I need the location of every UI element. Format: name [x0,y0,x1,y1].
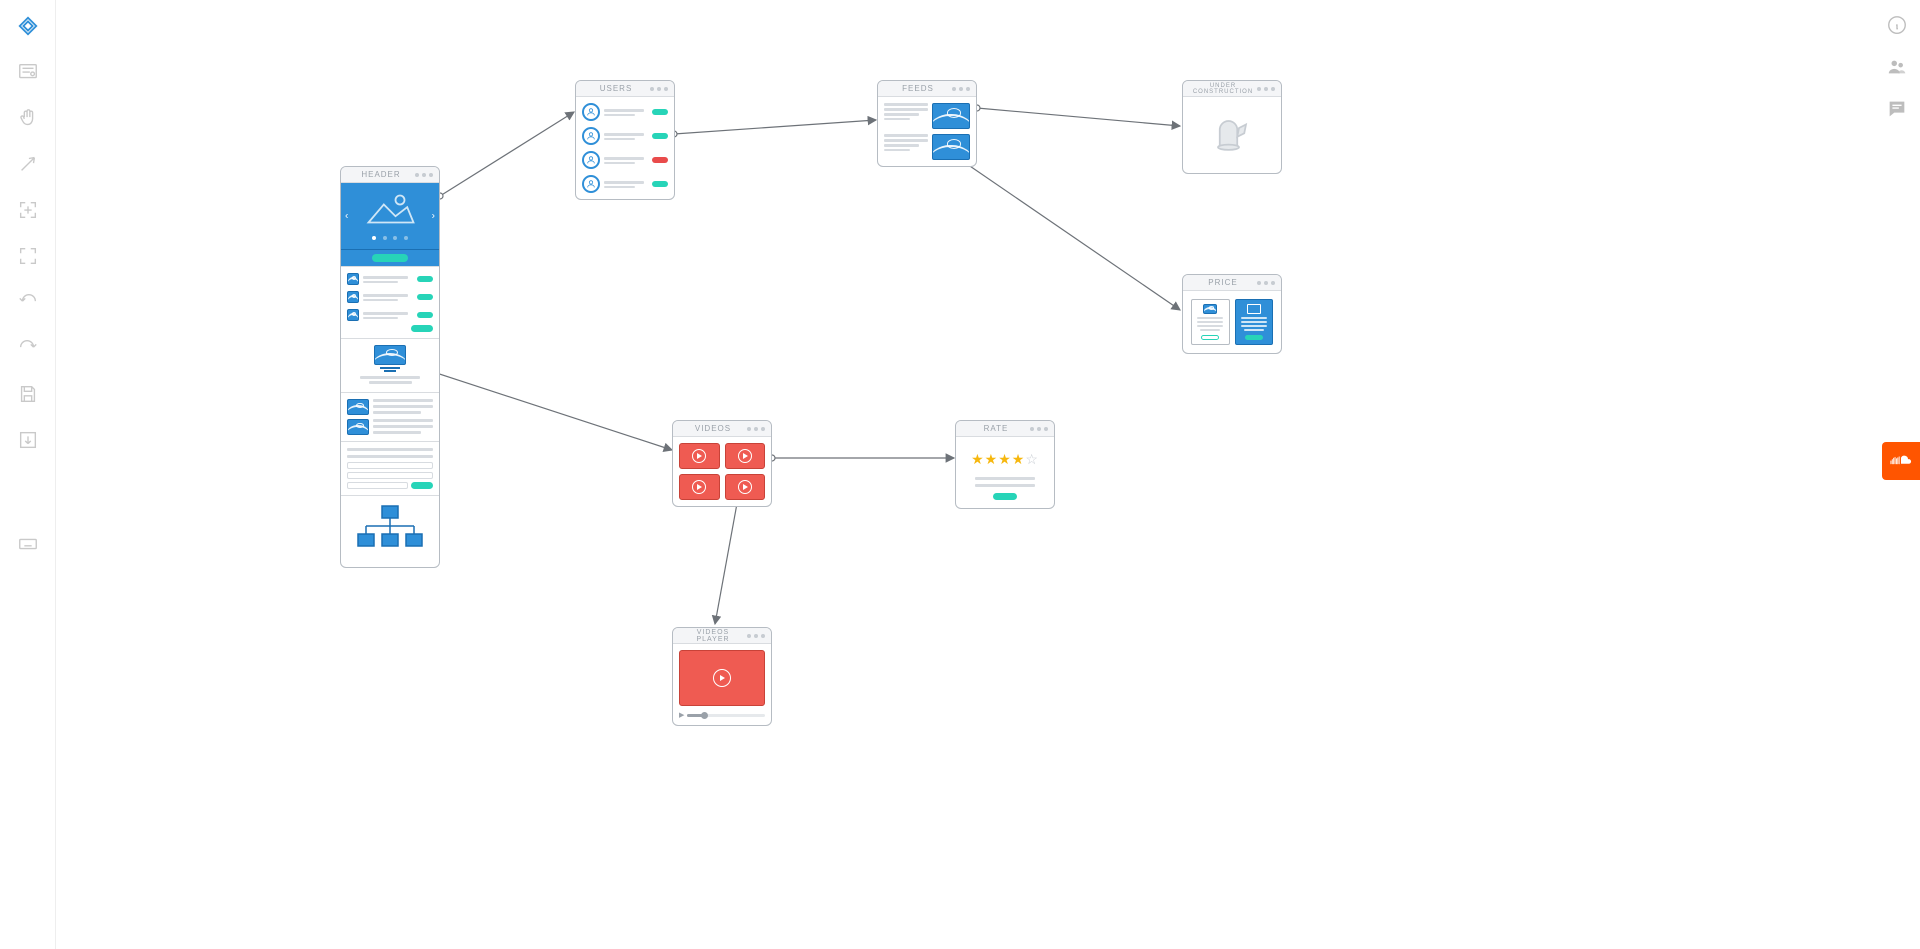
screens-icon[interactable] [14,58,42,86]
player-title: VIDEOS PLAYER [679,629,747,643]
users-wireframe[interactable]: USERS [575,80,675,200]
add-frame-icon[interactable] [14,196,42,224]
arrow-tool-icon[interactable] [14,150,42,178]
header-wireframe[interactable]: HEADER ‹ › [340,166,440,568]
header-hero: ‹ › [341,183,439,249]
collaborators-icon[interactable] [1886,56,1912,82]
soundcloud-button[interactable] [1882,442,1920,480]
construction-wireframe[interactable]: UNDER CONSTRUCTION [1182,80,1282,174]
users-title: USERS [582,84,650,93]
rate-title: RATE [962,424,1030,433]
redo-icon[interactable] [14,334,42,362]
header-title: HEADER [347,170,415,179]
feeds-wireframe[interactable]: FEEDS [877,80,977,167]
save-icon[interactable] [14,380,42,408]
info-icon[interactable] [1886,14,1912,40]
logo-icon[interactable] [14,12,42,40]
export-icon[interactable] [14,426,42,454]
videos-wireframe[interactable]: VIDEOS [672,420,772,507]
player-wireframe[interactable]: VIDEOS PLAYER ▶ [672,627,772,726]
fullscreen-icon[interactable] [14,242,42,270]
price-title: PRICE [1189,278,1257,287]
videos-title: VIDEOS [679,424,747,433]
undo-icon[interactable] [14,288,42,316]
rate-stars: ★★★★☆ [962,451,1048,469]
left-toolbar [0,0,56,949]
hand-icon[interactable] [14,104,42,132]
feeds-title: FEEDS [884,84,952,93]
comments-icon[interactable] [1886,98,1912,124]
construction-title: UNDER CONSTRUCTION [1189,83,1257,95]
keyboard-icon[interactable] [14,530,42,558]
canvas[interactable]: HEADER ‹ › [56,0,1878,949]
price-wireframe[interactable]: PRICE [1182,274,1282,354]
rate-wireframe[interactable]: RATE ★★★★☆ [955,420,1055,509]
